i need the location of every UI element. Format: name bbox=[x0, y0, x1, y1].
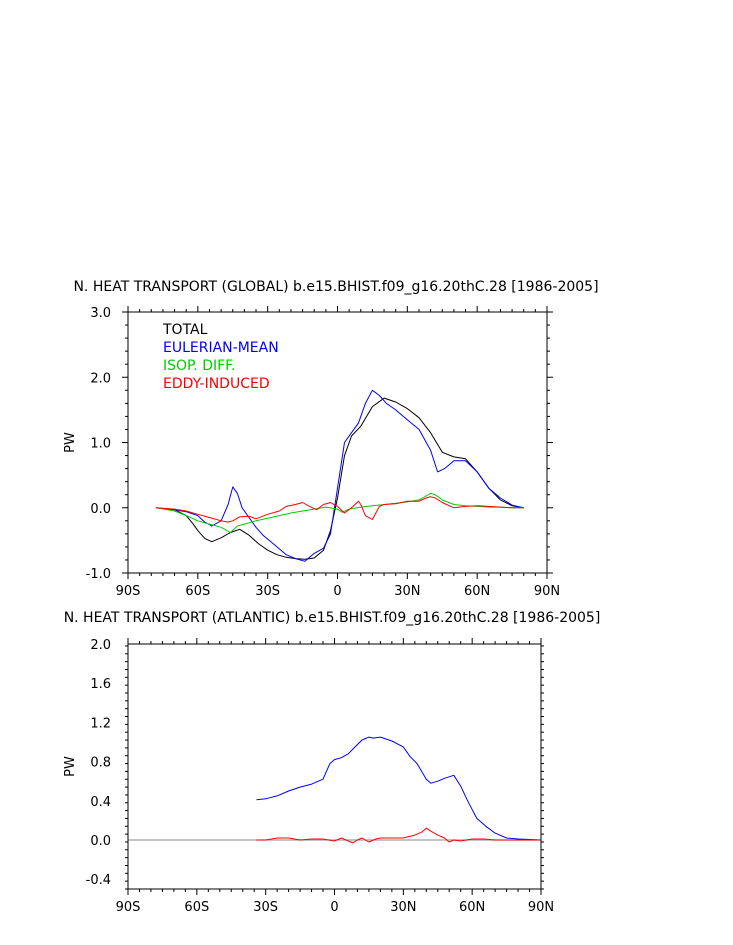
series-group bbox=[155, 389, 524, 562]
x-tick-label: 30N bbox=[390, 900, 416, 915]
x-tick-label: 30N bbox=[394, 584, 420, 599]
series-group bbox=[256, 736, 541, 844]
x-tick-label: 60S bbox=[185, 584, 210, 599]
y-tick-label: 2.0 bbox=[90, 638, 111, 653]
x-tick-label: 90S bbox=[116, 584, 141, 599]
y-tick-label: -1.0 bbox=[86, 567, 111, 582]
x-tick-label: 90N bbox=[534, 584, 560, 599]
y-tick-label: 0.4 bbox=[90, 795, 111, 810]
x-tick-label: 30S bbox=[255, 584, 280, 599]
x-axis: 90S 60S 30S 0 30N 60N 90N bbox=[116, 638, 554, 915]
y-axis: -1.0 0.0 1.0 2.0 3.0 bbox=[86, 306, 553, 582]
y-tick-label: 1.6 bbox=[90, 677, 111, 692]
y-tick-label: 3.0 bbox=[90, 306, 111, 321]
series-line-eddy-induced bbox=[155, 496, 524, 523]
y-tick-label: 1.0 bbox=[90, 437, 111, 452]
x-tick-label: 30S bbox=[253, 900, 278, 915]
x-tick-label: 0 bbox=[333, 584, 341, 599]
series-line-isop-diff bbox=[155, 492, 524, 533]
series-line-total bbox=[155, 397, 524, 560]
chart-title: N. HEAT TRANSPORT (GLOBAL) b.e15.BHIST.f… bbox=[73, 279, 598, 295]
chart-panel-2: N. HEAT TRANSPORT (ATLANTIC) b.e15.BHIST… bbox=[63, 610, 600, 915]
y-axis: -0.4 0.0 0.4 0.8 1.2 1.6 2.0 bbox=[86, 638, 544, 890]
x-tick-label: 60S bbox=[184, 900, 209, 915]
series-line-eulerian-mean bbox=[256, 736, 541, 841]
chart-title: N. HEAT TRANSPORT (ATLANTIC) b.e15.BHIST… bbox=[64, 610, 601, 626]
y-tick-label: 0.8 bbox=[90, 756, 111, 771]
x-tick-label: 60N bbox=[464, 584, 490, 599]
plot-frame bbox=[127, 643, 542, 890]
legend-entry: EULERIAN-MEAN bbox=[163, 340, 279, 356]
y-axis-label: PW bbox=[63, 432, 78, 453]
x-tick-label: 0 bbox=[330, 900, 338, 915]
y-tick-label: -0.4 bbox=[86, 873, 111, 888]
legend-entry: ISOP. DIFF. bbox=[163, 358, 235, 374]
y-tick-label: 1.2 bbox=[90, 716, 111, 731]
chart-panel-1: N. HEAT TRANSPORT (GLOBAL) b.e15.BHIST.f… bbox=[63, 279, 599, 599]
legend: TOTAL EULERIAN-MEAN ISOP. DIFF. EDDY-INDUCE… bbox=[162, 322, 279, 392]
legend-entry: EDDY-INDUCED bbox=[163, 376, 270, 392]
y-tick-label: 0.0 bbox=[90, 834, 111, 849]
x-tick-label: 90N bbox=[528, 900, 554, 915]
x-tick-label: 60N bbox=[459, 900, 485, 915]
y-axis-label: PW bbox=[63, 756, 78, 777]
series-line-eddy-induced bbox=[256, 827, 541, 844]
x-axis: 90S 60S 30S 0 30N 60N 90N bbox=[116, 306, 560, 599]
y-tick-label: 0.0 bbox=[90, 502, 111, 517]
legend-entry: TOTAL bbox=[162, 322, 208, 338]
y-tick-label: 2.0 bbox=[90, 371, 111, 386]
series-line-eulerian-mean bbox=[155, 389, 524, 562]
x-tick-label: 90S bbox=[116, 900, 141, 915]
